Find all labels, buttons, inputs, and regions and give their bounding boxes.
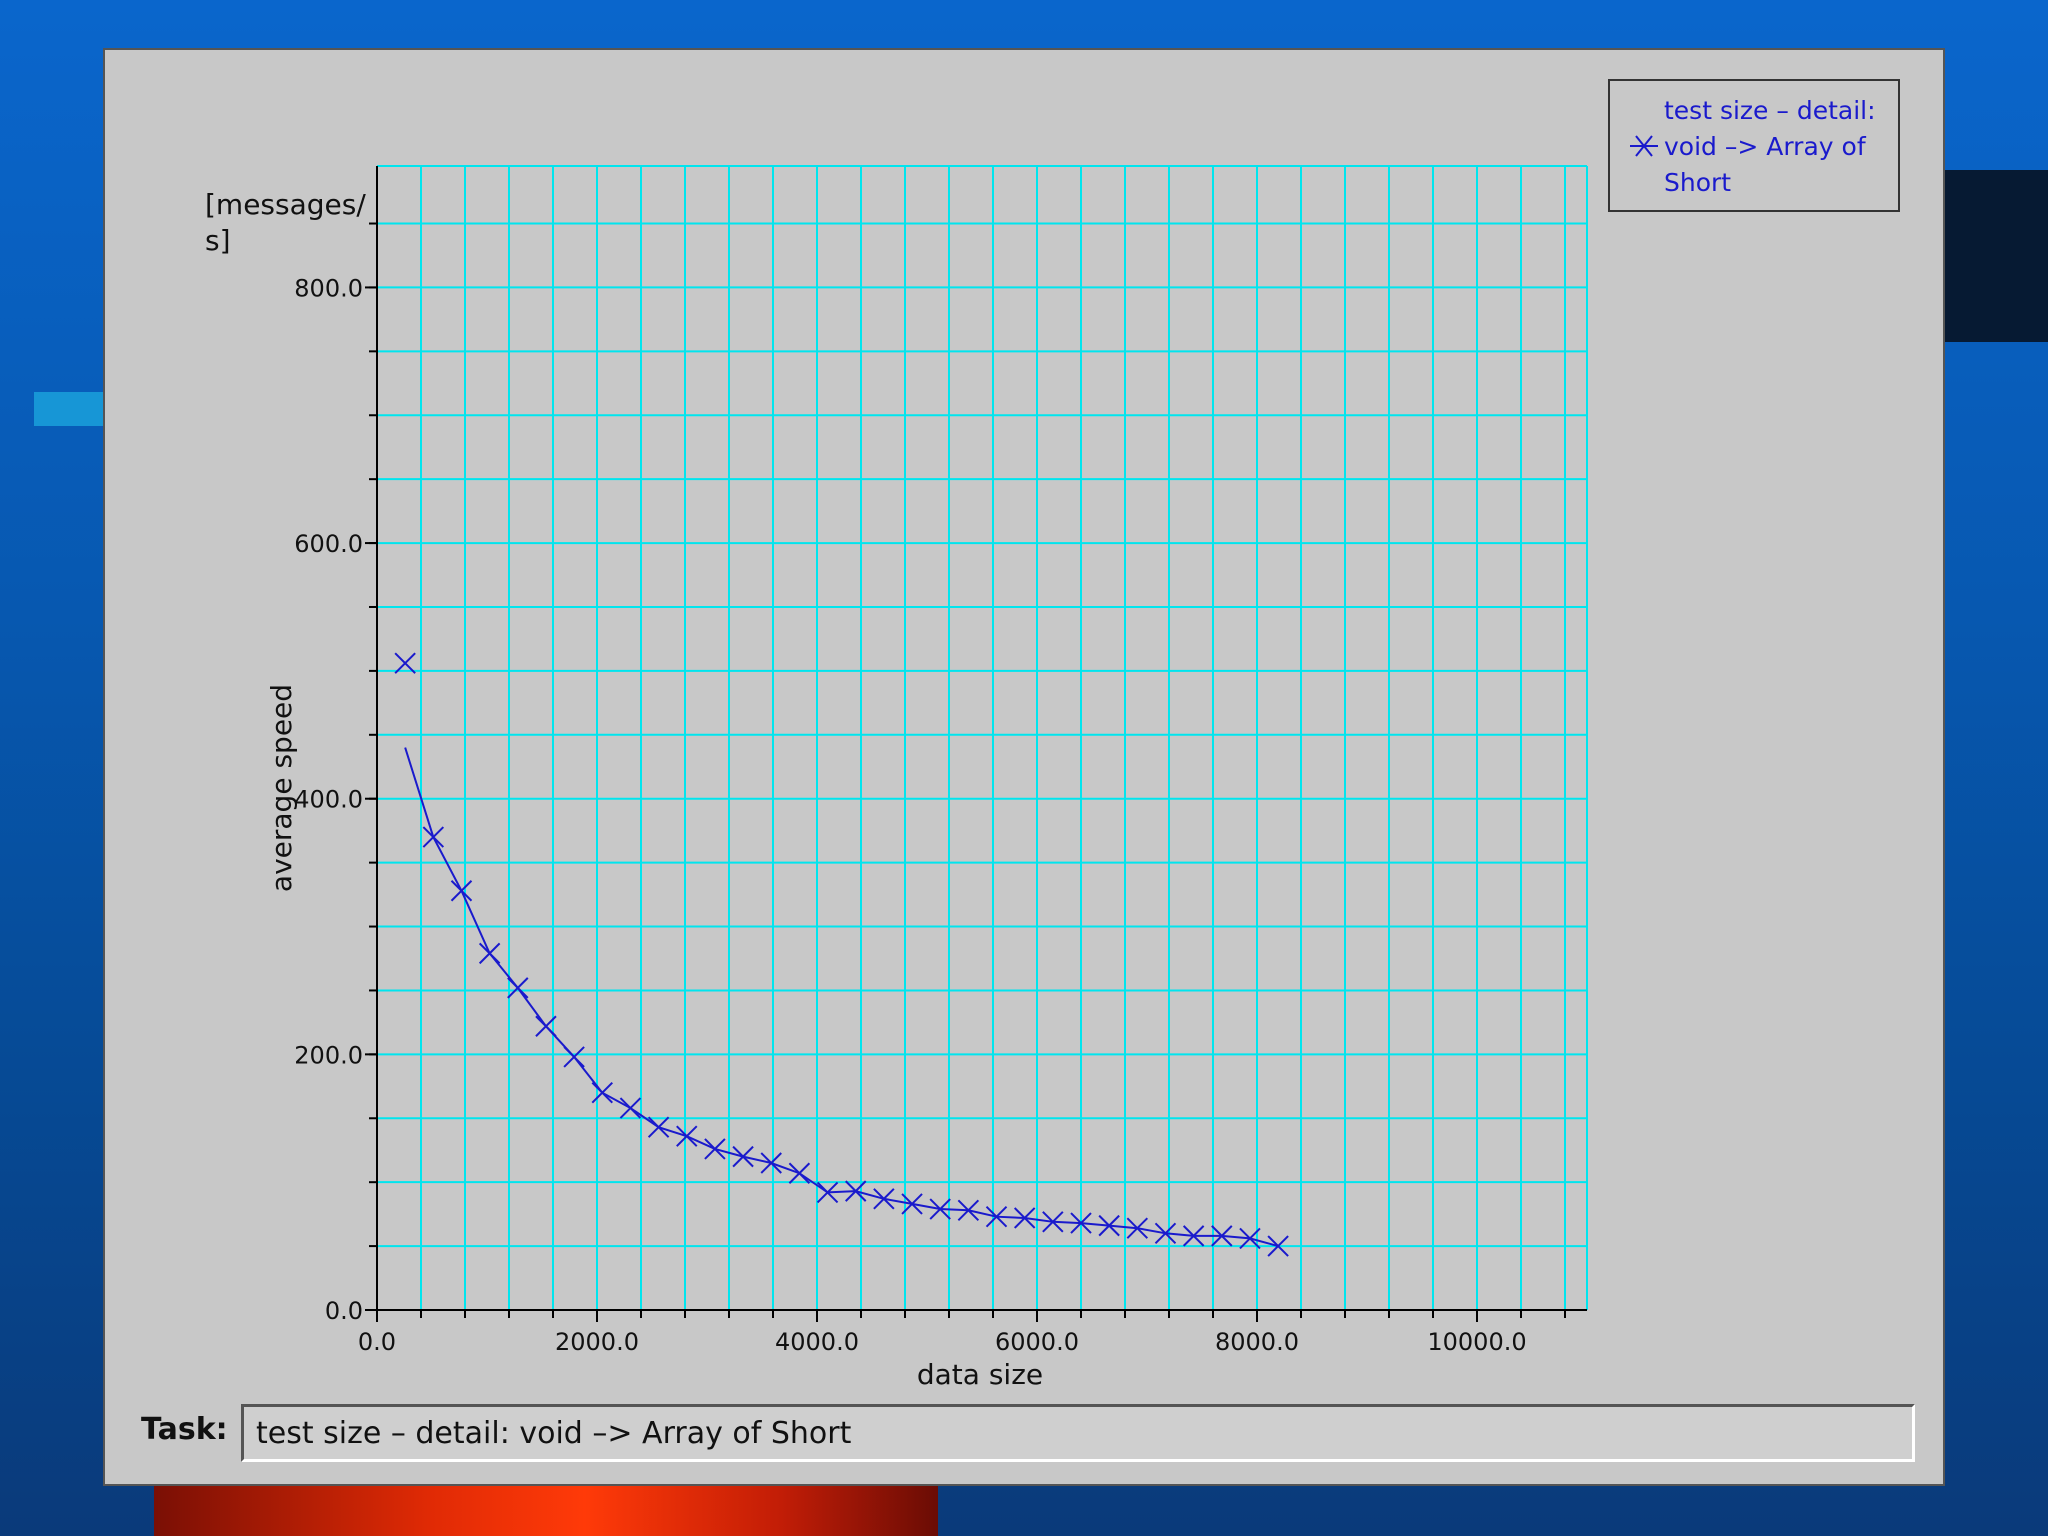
data-point xyxy=(957,1199,980,1222)
data-point xyxy=(1182,1225,1205,1247)
data-point xyxy=(732,1145,754,1168)
data-point xyxy=(901,1193,923,1215)
data-point xyxy=(1267,1235,1289,1257)
y-axis-title: average speed xyxy=(265,684,298,892)
task-field[interactable]: test size – detail: void –> Array of Sho… xyxy=(241,1404,1915,1462)
data-point xyxy=(1013,1207,1036,1229)
data-point xyxy=(450,880,473,902)
data-point xyxy=(704,1138,726,1160)
x-tick-label: 4000.0 xyxy=(775,1328,859,1356)
data-point xyxy=(647,1116,670,1138)
data-point xyxy=(1042,1211,1064,1233)
data-point xyxy=(1211,1225,1233,1247)
axis-layer xyxy=(376,166,1587,1311)
chart-area: 0.0 2000.0 4000.0 6000.0 8000.0 10000.0 0.0 200… xyxy=(205,165,1588,1390)
data-point xyxy=(563,1046,585,1068)
x-tick-label: 2000.0 xyxy=(555,1328,639,1356)
x-tick-label: 8000.0 xyxy=(1215,1328,1299,1356)
data-point xyxy=(478,942,501,965)
x-tick-label: 0.0 xyxy=(358,1328,396,1356)
y-tick-label: 200.0 xyxy=(294,1041,363,1069)
y-unit-label-line2: s] xyxy=(205,224,231,257)
y-tick-label: 600.0 xyxy=(294,530,363,558)
task-label: Task: xyxy=(141,1412,228,1447)
data-point xyxy=(1098,1214,1120,1237)
data-point xyxy=(535,1015,557,1037)
data-point xyxy=(1126,1217,1149,1239)
data-point xyxy=(845,1180,867,1202)
outlier-point xyxy=(394,652,416,674)
y-tick-label: 0.0 xyxy=(325,1297,363,1325)
data-point xyxy=(507,977,529,999)
series-layer xyxy=(394,652,1289,1257)
tick-layer: 0.0 2000.0 4000.0 6000.0 8000.0 10000.0 0.0 200… xyxy=(294,222,1566,1356)
data-point xyxy=(873,1188,895,1210)
chart-window: 0.0 2000.0 4000.0 6000.0 8000.0 10000.0 0.0 200… xyxy=(103,48,1945,1486)
data-point xyxy=(929,1198,951,1220)
y-unit-label-line1: [messages/ xyxy=(205,188,366,221)
x-tick-label: 6000.0 xyxy=(995,1328,1079,1356)
decorative-right-block xyxy=(1942,170,2048,342)
legend: test size – detail: void –> Array of Sho… xyxy=(1608,79,1900,212)
data-point xyxy=(1239,1227,1261,1250)
data-point xyxy=(591,1081,613,1104)
data-point xyxy=(816,1181,839,1204)
legend-label: test size – detail: void –> Array of Sho… xyxy=(1664,96,1876,197)
data-point xyxy=(676,1125,698,1147)
data-point xyxy=(422,826,445,848)
y-tick-label: 800.0 xyxy=(294,274,363,302)
data-point xyxy=(1154,1222,1177,1245)
grid-layer xyxy=(377,165,1588,1310)
data-point xyxy=(985,1205,1008,1228)
x-marker-icon xyxy=(1630,135,1658,157)
x-axis-title: data size xyxy=(917,1358,1043,1390)
data-point xyxy=(788,1162,811,1184)
decorative-bottom-bar xyxy=(154,1486,938,1536)
decorative-left-bar xyxy=(34,392,106,426)
data-point xyxy=(619,1097,642,1119)
data-point xyxy=(1070,1212,1092,1234)
data-point xyxy=(760,1152,782,1174)
x-tick-label: 10000.0 xyxy=(1427,1328,1526,1356)
y-tick-label: 400.0 xyxy=(294,786,363,814)
series-line xyxy=(404,747,1279,1248)
